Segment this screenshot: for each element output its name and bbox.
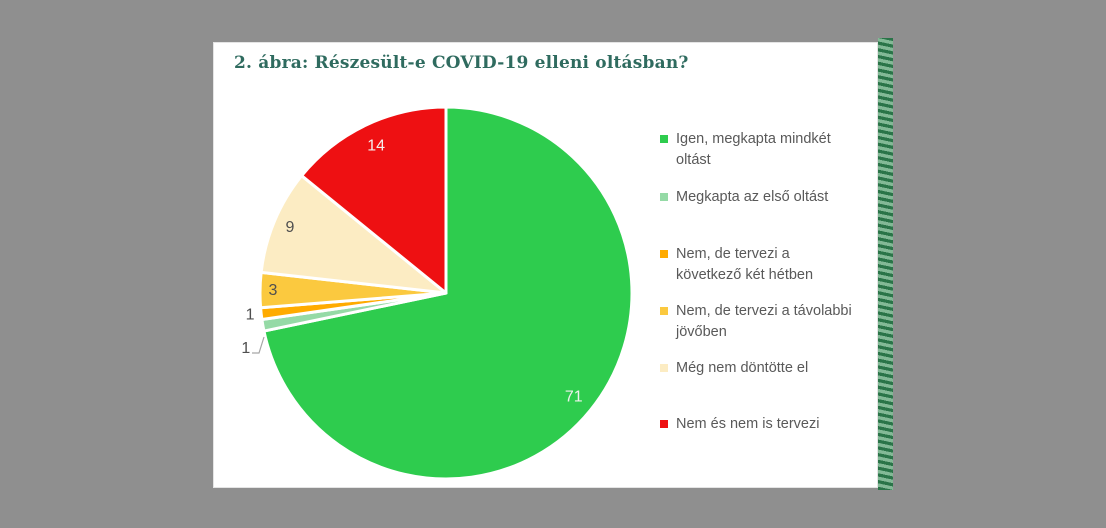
legend-item: Nem és nem is tervezi: [660, 414, 819, 435]
legend-label: Megkapta az első oltást: [676, 189, 829, 205]
legend-label: Nem, de tervezi a távolabbi jövőben: [676, 303, 852, 340]
legend-item: Nem, de tervezi a következő két hétben: [660, 244, 813, 286]
legend-swatch-icon: [660, 135, 668, 143]
label-leader-line: [252, 336, 265, 354]
pie-value-label-1: 1: [241, 340, 250, 357]
legend-label: Még nem döntötte el: [676, 360, 809, 376]
spiral-binding-decor: [878, 38, 893, 490]
legend-item: Megkapta az első oltást: [660, 187, 828, 208]
pie-value-label-5: 14: [367, 138, 385, 155]
pie-value-label-0: 71: [565, 388, 583, 405]
pie-value-label-2: 1: [246, 306, 255, 323]
pie-slice-4: [259, 174, 448, 295]
legend-swatch-icon: [660, 420, 668, 428]
legend-item: Nem, de tervezi a távolabbi jövőben: [660, 301, 852, 343]
pie-slice-0: [262, 105, 634, 481]
legend-label: Nem és nem is tervezi: [676, 416, 820, 432]
legend-swatch-icon: [660, 307, 668, 315]
pie-value-label-3: 3: [269, 282, 278, 299]
legend-item: Igen, megkapta mindkét oltást: [660, 129, 831, 171]
pie-value-label-4: 9: [285, 219, 294, 236]
legend-swatch-icon: [660, 193, 668, 201]
legend-label: Igen, megkapta mindkét oltást: [676, 131, 831, 168]
legend-swatch-icon: [660, 250, 668, 258]
legend-item: Még nem döntötte el: [660, 358, 808, 379]
pie-slice-5: [300, 105, 448, 295]
chart-card: 2. ábra: Részesült-e COVID-19 elleni olt…: [213, 42, 878, 488]
legend-label: Nem, de tervezi a következő két hétben: [676, 246, 814, 283]
chart-title: 2. ábra: Részesült-e COVID-19 elleni olt…: [234, 53, 689, 73]
legend-swatch-icon: [660, 364, 668, 372]
